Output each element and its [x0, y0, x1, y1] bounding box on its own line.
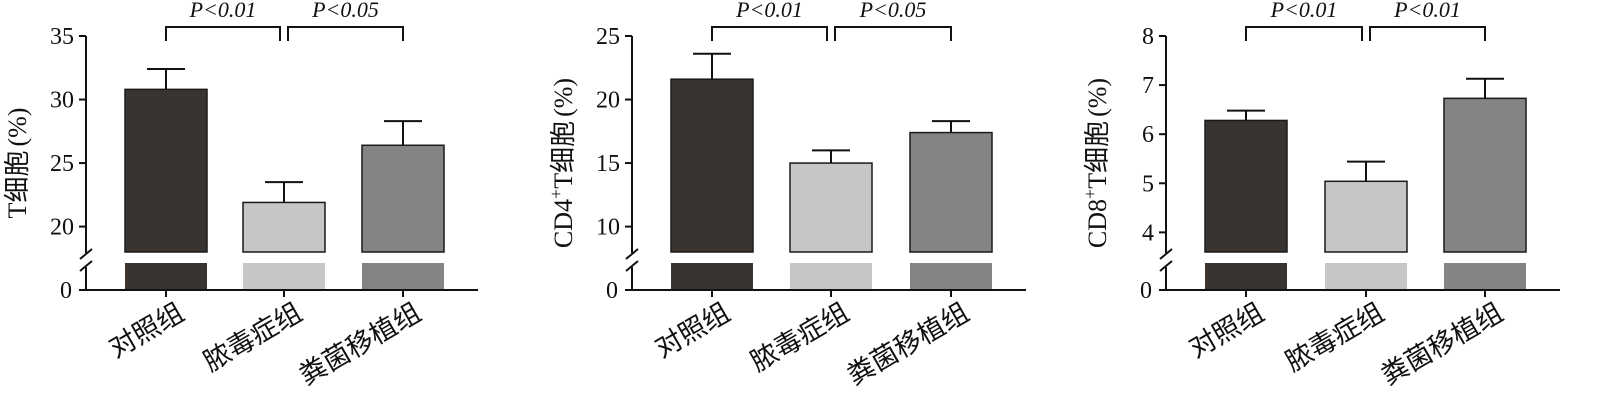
- x-tick-label-0: 对照组: [104, 297, 189, 363]
- x-tick-label-2: 粪菌移植组: [842, 297, 974, 390]
- y-tick-label-zero: 0: [1140, 278, 1152, 304]
- axis-break-mark-2: [79, 260, 93, 272]
- bar-1: [242, 201, 326, 253]
- bar-0: [124, 88, 208, 253]
- bar-2: [1443, 97, 1527, 253]
- x-tick-label-1: 脓毒症组: [745, 297, 854, 377]
- bar-2: [361, 144, 445, 253]
- y-tick-label-0: 20: [50, 215, 74, 241]
- axis-break-mark-1: [79, 248, 93, 260]
- axis-break-mark-2: [625, 260, 639, 272]
- y-axis-title: CD4+T细胞(%): [546, 78, 578, 248]
- bar-base-0: [125, 263, 207, 290]
- significance-bracket-1: [1369, 26, 1486, 41]
- bar-0: [670, 78, 754, 253]
- bar-base-0: [671, 263, 753, 290]
- y-tick-label-3: 35: [50, 24, 74, 50]
- y-tick-label-4: 8: [1142, 24, 1154, 50]
- y-tick-label-2: 20: [596, 88, 620, 114]
- y-tick-label-3: 25: [596, 24, 620, 50]
- y-tick-label-2: 6: [1142, 122, 1154, 148]
- axis-break-mark-1: [625, 248, 639, 260]
- significance-bracket-0: [165, 26, 281, 41]
- significance-label-1: P<0.01: [1393, 0, 1461, 22]
- y-tick-label-zero: 0: [606, 278, 618, 304]
- significance-label-1: P<0.05: [859, 0, 927, 22]
- bar-base-1: [790, 263, 872, 290]
- bar-base-2: [1444, 263, 1526, 290]
- significance-label-0: P<0.01: [189, 0, 257, 22]
- x-tick-label-1: 脓毒症组: [198, 297, 307, 377]
- significance-label-0: P<0.01: [1270, 0, 1338, 22]
- y-tick-label-zero: 0: [60, 278, 72, 304]
- significance-label-1: P<0.05: [311, 0, 379, 22]
- y-axis-title: T细胞(%): [3, 108, 32, 219]
- significance-bracket-1: [287, 26, 404, 41]
- y-tick-label-0: 10: [596, 215, 620, 241]
- x-tick-label-0: 对照组: [1184, 297, 1269, 363]
- significance-bracket-0: [711, 26, 828, 41]
- axis-break-mark-2: [1159, 260, 1173, 272]
- y-tick-label-1: 25: [50, 151, 74, 177]
- x-tick-label-2: 粪菌移植组: [294, 297, 426, 390]
- y-tick-label-0: 4: [1142, 220, 1154, 246]
- bar-2: [909, 131, 993, 253]
- y-tick-label-1: 15: [596, 151, 620, 177]
- bar-base-0: [1205, 263, 1287, 290]
- x-tick-label-2: 粪菌移植组: [1376, 297, 1508, 390]
- axis-break-mark-1: [1159, 248, 1173, 260]
- bar-base-1: [1325, 263, 1407, 290]
- bar-1: [789, 162, 873, 253]
- y-tick-label-1: 5: [1142, 171, 1154, 197]
- bar-base-2: [910, 263, 992, 290]
- y-tick-label-2: 30: [50, 88, 74, 114]
- bar-0: [1204, 119, 1288, 253]
- significance-bracket-0: [1245, 26, 1363, 41]
- x-tick-label-1: 脓毒症组: [1280, 297, 1389, 377]
- bar-base-1: [243, 263, 325, 290]
- bar-1: [1324, 180, 1408, 253]
- bar-base-2: [362, 263, 444, 290]
- significance-bracket-1: [834, 26, 952, 41]
- x-tick-label-0: 对照组: [650, 297, 735, 363]
- y-axis-title: CD8+T细胞(%): [1080, 78, 1112, 248]
- y-tick-label-3: 7: [1142, 73, 1154, 99]
- significance-label-0: P<0.01: [735, 0, 803, 22]
